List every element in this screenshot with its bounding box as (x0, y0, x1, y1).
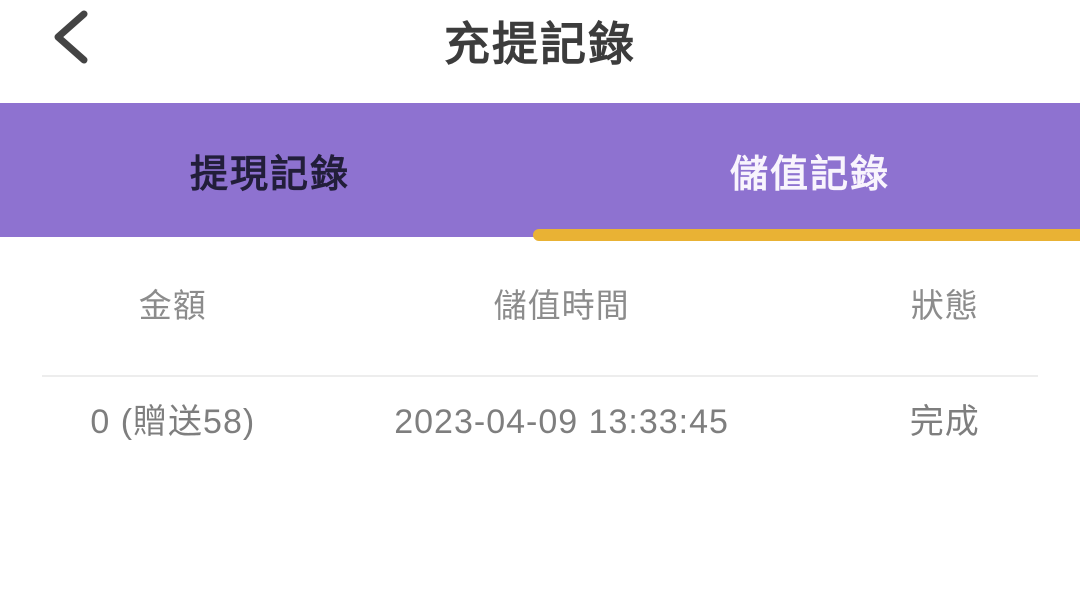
tab-deposit-records[interactable]: 儲值記錄 (729, 153, 890, 196)
back-button[interactable] (44, 8, 96, 68)
cell-status: 完成 (909, 402, 980, 441)
table-header-row: 金額 儲值時間 狀態 (0, 287, 1080, 325)
tab-withdrawal-records[interactable]: 提現記錄 (189, 153, 350, 196)
page-header: 充提記錄 (0, 0, 1080, 103)
table-divider (42, 374, 1038, 377)
tab-bar: 提現記錄 儲值記錄 (0, 103, 1080, 241)
cell-amount: 0 (贈送58) (90, 402, 256, 441)
cell-time: 2023-04-09 13:33:45 (394, 402, 729, 441)
column-header-status: 狀態 (910, 287, 979, 324)
records-table: 金額 儲值時間 狀態 0 (贈送58) 2023-04-09 13:33:45 … (0, 287, 1080, 442)
chevron-left-icon (54, 10, 88, 63)
active-tab-indicator (533, 229, 1080, 241)
column-header-time: 儲值時間 (493, 287, 630, 324)
table-row: 0 (贈送58) 2023-04-09 13:33:45 完成 (0, 403, 1080, 442)
column-header-amount: 金額 (138, 287, 207, 324)
page-title: 充提記錄 (444, 18, 636, 70)
